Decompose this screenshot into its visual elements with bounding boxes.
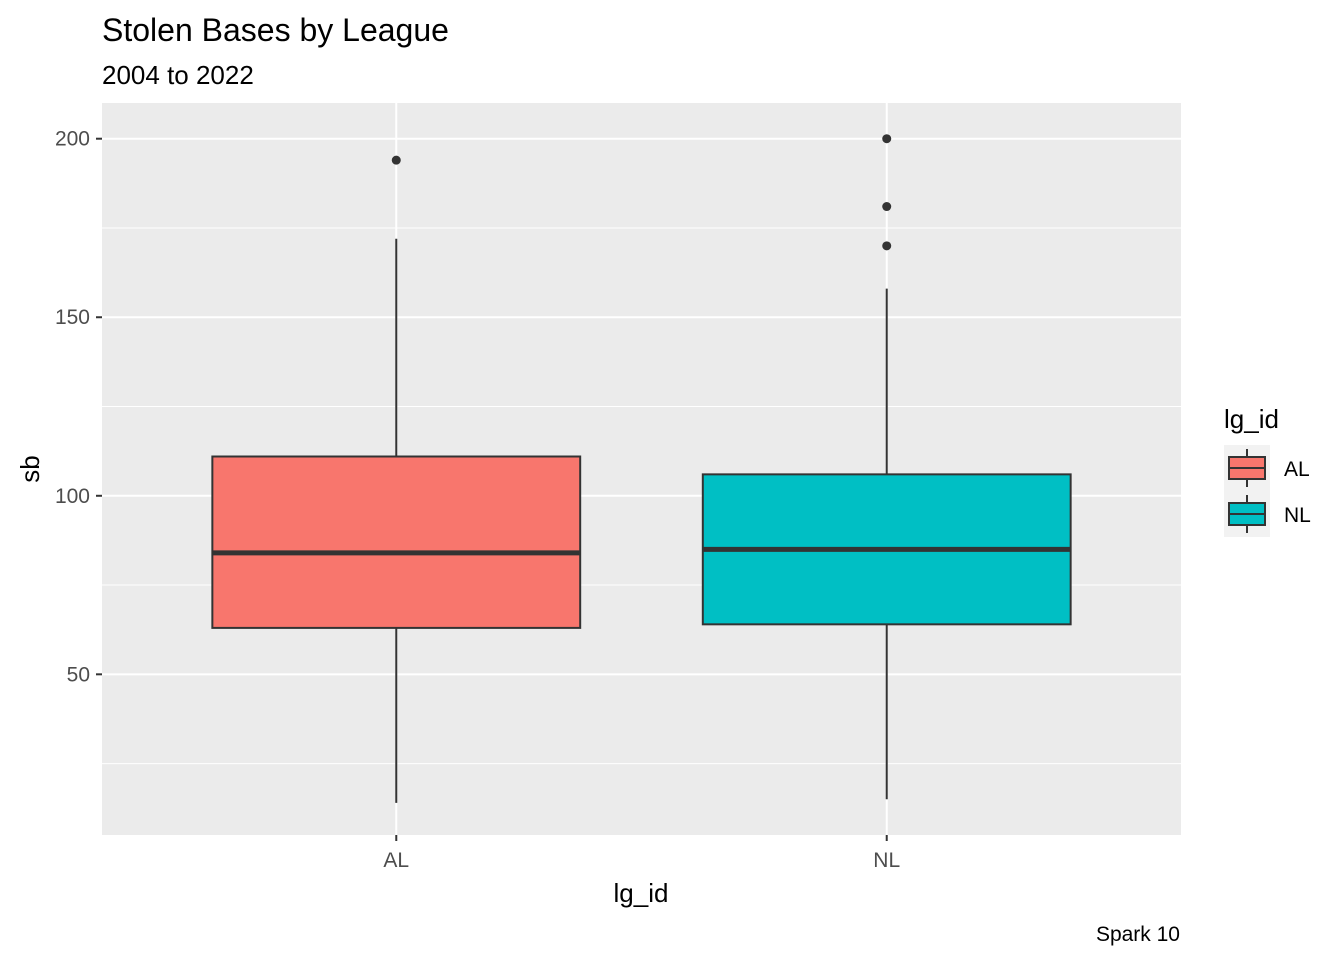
y-tick-label: 150	[55, 306, 90, 329]
x-tick-label: NL	[873, 849, 900, 872]
y-tick-label: 100	[55, 485, 90, 508]
legend-item-nl: NL	[1224, 491, 1311, 537]
boxplot-al	[211, 155, 582, 803]
outlier-point	[391, 155, 401, 165]
boxplots	[211, 134, 1072, 803]
x-axis-ticks: AL NL	[383, 835, 900, 872]
legend-item-al: AL	[1224, 445, 1310, 491]
chart-subtitle: 2004 to 2022	[102, 60, 254, 90]
legend-title: lg_id	[1224, 404, 1279, 434]
box	[211, 455, 582, 629]
y-axis-ticks: 50 100 150 200	[55, 128, 102, 686]
legend: lg_id AL NL	[1224, 404, 1311, 537]
outlier-point	[882, 134, 892, 144]
y-tick-label: 50	[67, 663, 90, 686]
boxplot-nl	[701, 134, 1072, 800]
outlier-point	[882, 241, 892, 251]
legend-label: NL	[1284, 504, 1311, 527]
caption: Spark 10	[1096, 923, 1180, 946]
y-tick-label: 200	[55, 128, 90, 151]
outlier-point	[882, 202, 892, 212]
chart-title: Stolen Bases by League	[102, 12, 449, 48]
y-axis-title: sb	[15, 455, 45, 482]
x-tick-label: AL	[383, 849, 409, 872]
x-axis-title: lg_id	[614, 878, 669, 908]
legend-label: AL	[1284, 458, 1310, 481]
